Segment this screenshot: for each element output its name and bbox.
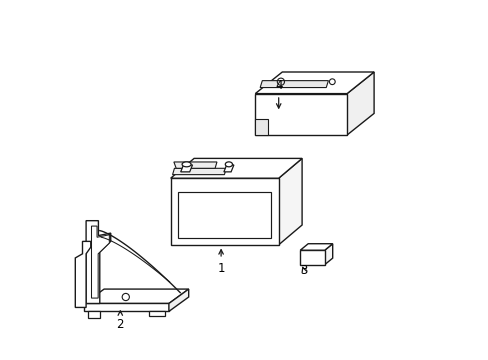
Polygon shape bbox=[172, 168, 226, 175]
Polygon shape bbox=[170, 178, 278, 245]
Polygon shape bbox=[86, 221, 110, 303]
Polygon shape bbox=[174, 162, 217, 168]
Polygon shape bbox=[149, 311, 165, 316]
Polygon shape bbox=[260, 81, 328, 87]
Polygon shape bbox=[278, 158, 302, 245]
Polygon shape bbox=[255, 119, 267, 135]
Polygon shape bbox=[170, 158, 302, 178]
Polygon shape bbox=[346, 72, 373, 135]
Text: 3: 3 bbox=[300, 264, 307, 277]
Polygon shape bbox=[84, 289, 188, 303]
Polygon shape bbox=[224, 165, 233, 172]
Polygon shape bbox=[84, 303, 168, 311]
Polygon shape bbox=[88, 311, 101, 318]
Ellipse shape bbox=[225, 162, 232, 167]
Ellipse shape bbox=[182, 162, 191, 167]
Text: 1: 1 bbox=[217, 250, 224, 275]
Polygon shape bbox=[324, 244, 332, 265]
Polygon shape bbox=[178, 192, 271, 238]
Polygon shape bbox=[255, 72, 373, 94]
Polygon shape bbox=[91, 226, 109, 298]
Polygon shape bbox=[75, 241, 91, 307]
Text: 4: 4 bbox=[274, 79, 282, 108]
Polygon shape bbox=[255, 94, 346, 135]
Polygon shape bbox=[181, 165, 192, 172]
Polygon shape bbox=[300, 244, 332, 250]
Polygon shape bbox=[300, 250, 324, 265]
Polygon shape bbox=[168, 289, 188, 311]
Text: 2: 2 bbox=[116, 311, 124, 331]
